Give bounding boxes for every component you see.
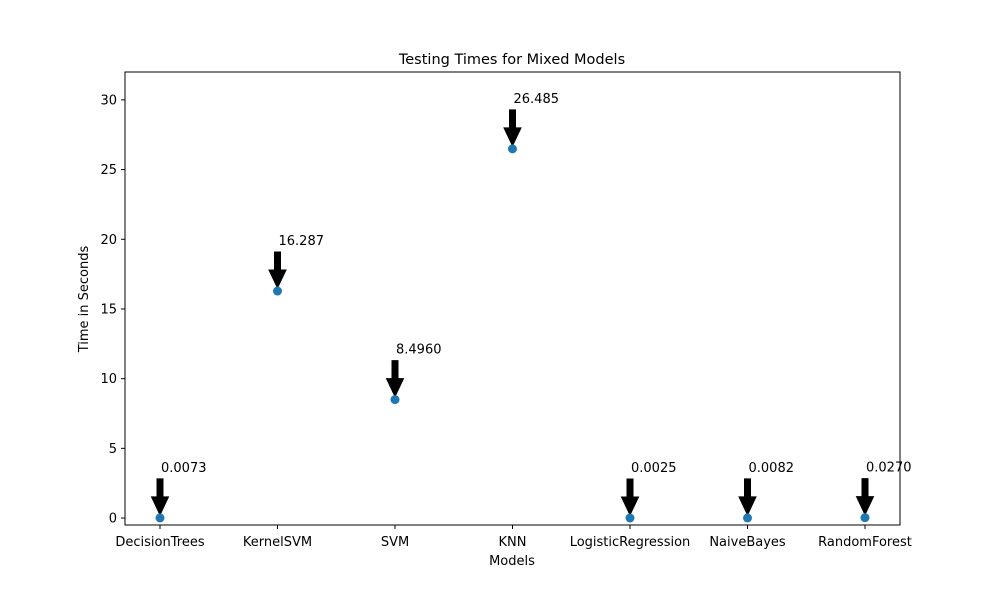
y-tick-label: 15 xyxy=(100,302,117,317)
data-point xyxy=(743,513,752,523)
plot-area: 0 5 10 15 20 25 30 DecisionTrees KernelSVM SVM KNN… xyxy=(100,71,912,550)
data-label: 0.0270 xyxy=(866,461,912,476)
annotation-arrow xyxy=(268,251,287,290)
x-tick-label: SVM xyxy=(381,535,409,550)
data-point xyxy=(155,513,165,523)
x-tick-label: RandomForest xyxy=(818,535,912,550)
data-point xyxy=(273,286,282,296)
annotation-arrow xyxy=(150,478,170,517)
x-tick-label: NaiveBayes xyxy=(709,535,786,550)
x-tick-label: DecisionTrees xyxy=(115,535,204,550)
data-label: 0.0073 xyxy=(161,461,207,476)
annotation-arrow xyxy=(738,478,757,517)
data-point xyxy=(625,513,635,523)
x-axis-label: Models xyxy=(489,554,535,569)
data-label: 8.4960 xyxy=(396,343,442,358)
x-tick-label: KNN xyxy=(499,535,527,550)
data-label: 16.287 xyxy=(279,234,325,249)
y-tick-label: 25 xyxy=(100,163,117,178)
data-label: 26.485 xyxy=(514,92,560,107)
data-point xyxy=(390,395,400,405)
annotation-arrow xyxy=(503,109,522,148)
y-axis-label: Time in Seconds xyxy=(77,246,92,354)
annotation-arrow xyxy=(385,360,405,398)
x-tick-label: LogisticRegression xyxy=(570,535,691,550)
y-tick-label: 20 xyxy=(100,233,117,248)
y-tick-label: 5 xyxy=(109,442,117,457)
annotation-arrow xyxy=(855,478,875,516)
data-point xyxy=(860,513,870,523)
annotation-arrow xyxy=(620,478,640,517)
y-tick-label: 30 xyxy=(100,93,117,108)
data-point xyxy=(508,144,517,154)
y-tick-label: 0 xyxy=(109,512,117,527)
data-label: 0.0082 xyxy=(749,461,795,476)
x-tick-label: KernelSVM xyxy=(243,535,312,550)
y-tick-label: 10 xyxy=(100,372,117,387)
data-label: 0.0025 xyxy=(631,461,677,476)
chart-title: Testing Times for Mixed Models xyxy=(398,52,625,68)
